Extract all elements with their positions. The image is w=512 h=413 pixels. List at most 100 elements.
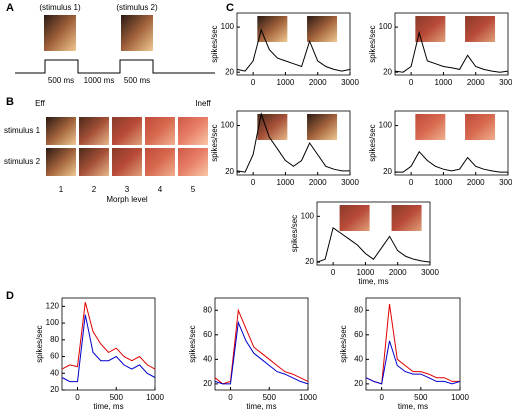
x-tick-label: 3000 <box>499 78 512 87</box>
x-tick-label: 0 <box>228 393 233 402</box>
chart: 20 40 60 80 100 120 0 500 1000 spikes/sec time, ms <box>35 297 164 411</box>
plot-frame <box>236 12 351 76</box>
series-line <box>61 302 156 370</box>
x-tick-label: 0 <box>75 393 80 402</box>
y-tick-label: 20 <box>225 167 234 176</box>
x-tick-label: 3000 <box>341 178 359 187</box>
inset-image <box>307 114 338 140</box>
panel-label: B <box>6 96 14 108</box>
inset-image <box>391 205 422 231</box>
stimulus-image <box>121 15 153 51</box>
morph-image <box>79 148 109 176</box>
plot-frame <box>61 297 156 391</box>
series-line <box>365 340 461 385</box>
series-line <box>61 314 156 383</box>
y-tick-label: 60 <box>203 330 212 339</box>
y-tick-label: 120 <box>46 301 60 310</box>
y-axis-label: spikes/sec <box>368 25 377 62</box>
y-axis-label: spikes/sec <box>188 325 197 362</box>
y-tick-label: 20 <box>383 167 392 176</box>
plot-frame <box>316 201 431 266</box>
x-tick-label: 0 <box>251 178 256 187</box>
y-tick-label: 80 <box>50 335 59 344</box>
series-line <box>395 150 508 173</box>
stimulus-label: (stimulus 2) <box>116 3 158 12</box>
y-tick-label: 20 <box>50 385 59 394</box>
morph-image <box>112 117 142 145</box>
inset-image <box>465 114 496 140</box>
y-tick-label: 100 <box>221 121 235 130</box>
morph-image <box>145 117 175 145</box>
x-tick-label: 2000 <box>467 178 485 187</box>
plot-frame <box>236 110 351 176</box>
x-tick-label: 500 <box>414 393 428 402</box>
morph-image <box>46 148 76 176</box>
y-tick-label: 20 <box>203 379 212 388</box>
inset-image <box>465 16 496 42</box>
inset-image <box>257 16 288 42</box>
timeline <box>15 59 215 74</box>
morph-image <box>178 148 208 176</box>
stimulus-image <box>44 15 76 51</box>
inset-image <box>339 205 370 231</box>
morph-image <box>145 148 175 176</box>
x-tick-label: 2000 <box>467 78 485 87</box>
x-tick-label: 1000 <box>277 178 295 187</box>
chart: 20 40 60 80 0 500 1000 spikes/sec time, ms <box>188 297 317 411</box>
x-tick-label: 0 <box>409 178 414 187</box>
axis-label: Morph level <box>106 195 148 204</box>
x-tick-label: 1000 <box>277 78 295 87</box>
y-tick-label: 40 <box>354 354 363 363</box>
inset-image <box>415 16 446 42</box>
x-tick-label: 0 <box>379 393 384 402</box>
x-tick-label: 500 <box>263 393 277 402</box>
y-axis-label: spikes/sec <box>35 325 44 362</box>
x-tick-label: 0 <box>331 268 336 277</box>
y-axis-label: spikes/sec <box>290 215 299 252</box>
plot-frame <box>394 12 509 76</box>
morph-image <box>112 148 142 176</box>
morph-image <box>178 117 208 145</box>
x-tick-label: 0 <box>251 78 256 87</box>
y-tick-label: 100 <box>379 22 393 31</box>
plot-frame <box>214 297 309 391</box>
duration-label: 500 ms <box>124 76 150 85</box>
panel-label: D <box>6 290 14 302</box>
y-tick-label: 20 <box>383 67 392 76</box>
y-axis-label: spikes/sec <box>210 124 219 161</box>
morph-images <box>46 117 208 176</box>
end-label: Eff <box>35 99 45 108</box>
x-tick-label: 0 <box>409 78 414 87</box>
y-tick-label: 100 <box>379 121 393 130</box>
y-axis-label: spikes/sec <box>339 325 348 362</box>
duration-label: 1000 ms <box>84 76 115 85</box>
plot-frame <box>394 110 509 176</box>
y-tick-label: 80 <box>354 305 363 314</box>
chart: 20 40 60 80 0 500 1000 spikes/sec time, ms <box>339 297 469 411</box>
y-axis-label: spikes/sec <box>368 124 377 161</box>
y-tick-label: 20 <box>305 257 314 266</box>
y-tick-label: 100 <box>46 318 60 327</box>
y-tick-label: 80 <box>203 305 212 314</box>
y-tick-label: 60 <box>354 330 363 339</box>
stimulus-label: (stimulus 1) <box>39 3 81 12</box>
row-label: stimulus 1 <box>4 126 41 135</box>
morph-level: 2 <box>92 185 97 194</box>
morph-image <box>46 117 76 145</box>
panel-label: C <box>226 2 234 14</box>
series-line <box>365 304 460 385</box>
row-label: stimulus 2 <box>4 157 41 166</box>
x-tick-label: 3000 <box>499 178 512 187</box>
x-tick-label: 3000 <box>421 268 439 277</box>
x-axis-label: time, ms <box>93 402 123 411</box>
plot-frame <box>365 297 461 391</box>
y-tick-label: 20 <box>225 67 234 76</box>
x-tick-label: 1000 <box>435 178 453 187</box>
morph-level: 1 <box>59 185 64 194</box>
y-axis-label: spikes/sec <box>210 25 219 62</box>
y-tick-label: 40 <box>203 354 212 363</box>
